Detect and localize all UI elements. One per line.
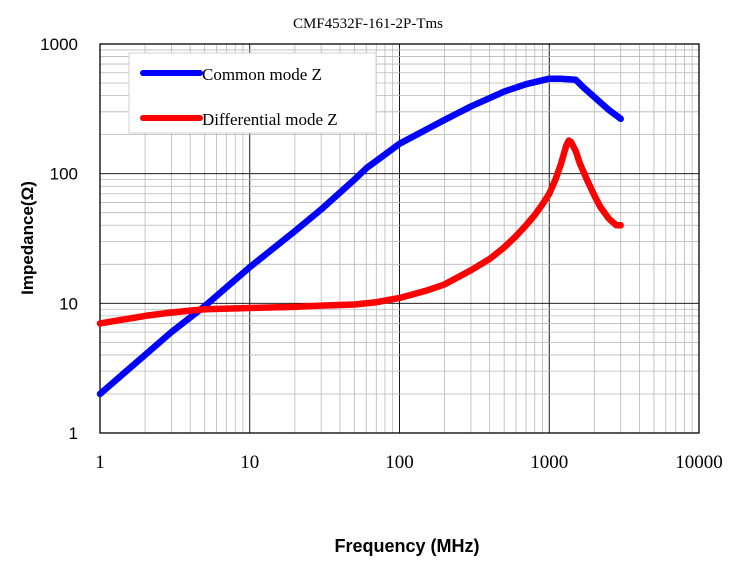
x-tick-label: 100 — [385, 452, 414, 473]
plot-frame — [99, 43, 700, 434]
x-tick-label: 10 — [240, 452, 259, 473]
x-tick-label: 1000 — [530, 452, 568, 473]
legend-label-common-mode: Common mode Z — [202, 65, 322, 84]
y-tick-label: 100 — [50, 165, 78, 184]
series-line-differential-mode — [96, 137, 624, 327]
tick-labels: 1 10 100 1000 10000 1 10 100 1000 — [40, 35, 723, 473]
series-line-common-mode — [96, 75, 624, 398]
y-tick-label: 1000 — [40, 35, 78, 54]
legend-label-differential-mode: Differential mode Z — [202, 110, 338, 129]
series-layer — [96, 75, 624, 398]
legend: Common mode Z Differential mode Z — [128, 52, 377, 134]
chart-title: CMF4532F-161-2P-Tms — [293, 16, 443, 32]
x-axis-label: Frequency (MHz) — [334, 536, 479, 556]
y-tick-label: 1 — [69, 424, 78, 443]
y-tick-label: 10 — [59, 294, 78, 313]
y-axis-label: Impedance(Ω) — [18, 181, 37, 295]
x-tick-label: 10000 — [675, 452, 723, 473]
x-tick-label: 1 — [95, 452, 105, 473]
